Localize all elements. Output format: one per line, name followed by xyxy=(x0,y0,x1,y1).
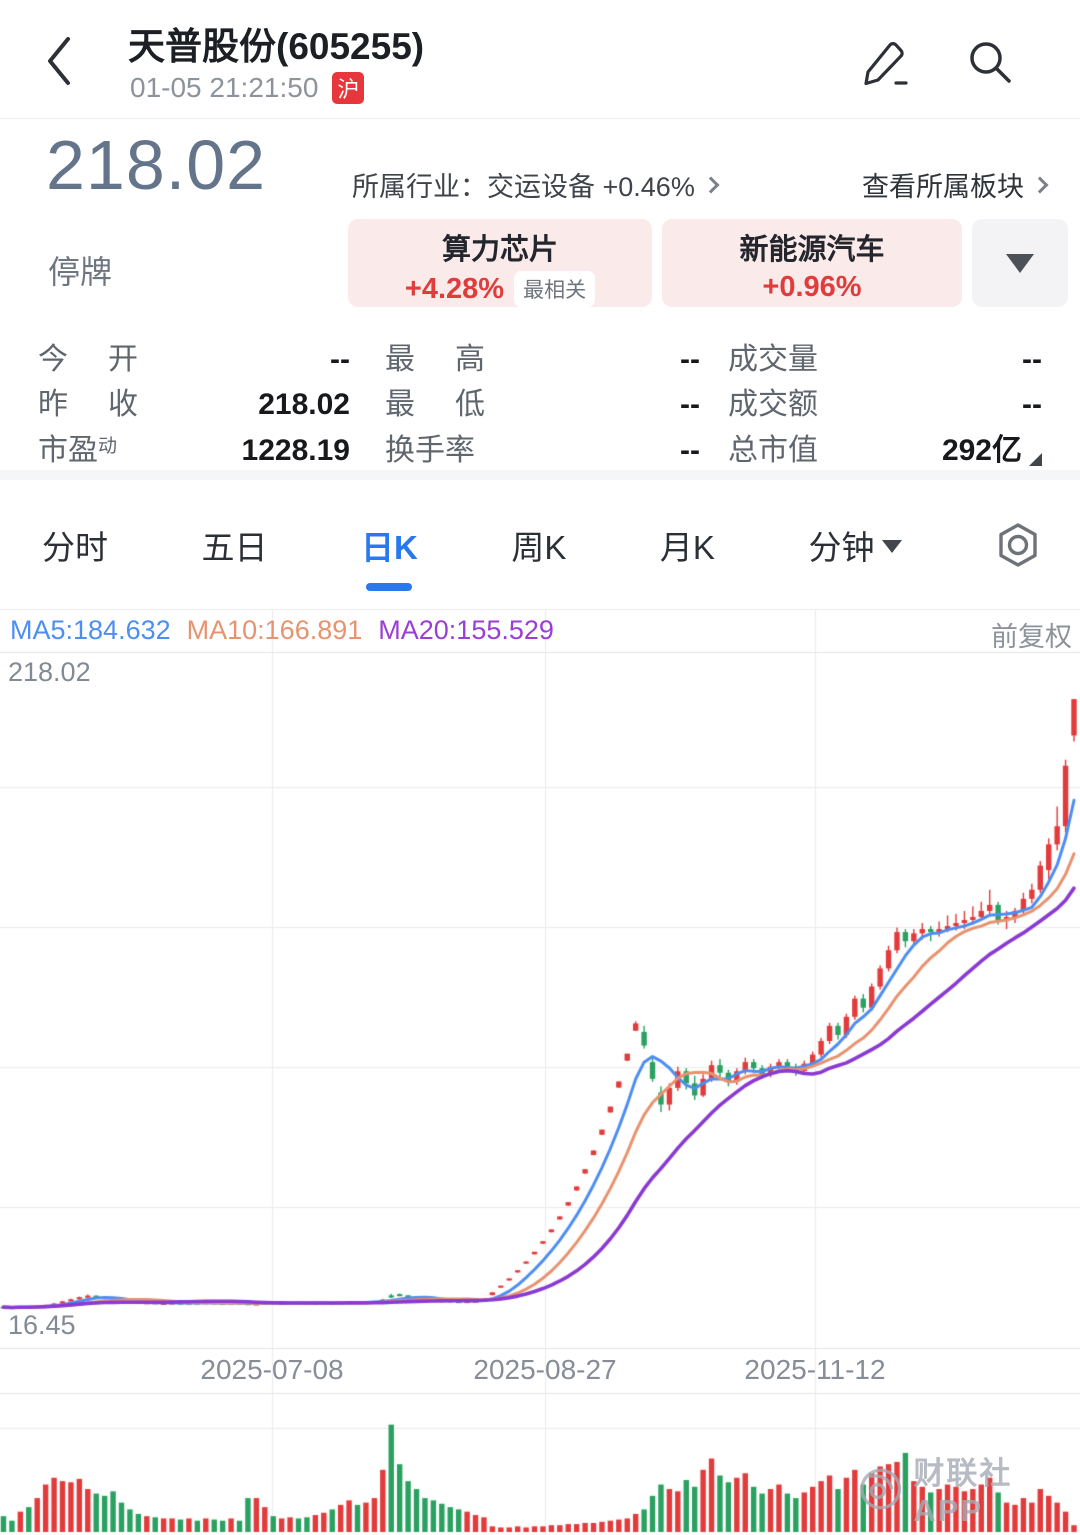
x-axis-date: 2025-11-12 xyxy=(744,1354,886,1385)
industry-value: 交运设备 +0.46% xyxy=(487,172,695,202)
stat-value: -- xyxy=(680,433,700,467)
stat-label: 成交额 xyxy=(728,388,818,422)
stat-label: 最高 xyxy=(385,342,485,376)
candlestick-canvas[interactable] xyxy=(0,610,1080,1535)
stat-value: -- xyxy=(1022,388,1042,422)
trading-status: 停牌 xyxy=(48,254,113,290)
sector-change: +4.28% xyxy=(404,272,505,305)
stat-label: 最低 xyxy=(385,388,485,422)
kline-chart-section: MA5:184.632 MA10:166.891 MA20:155.529 前复… xyxy=(0,610,1080,1535)
stat-value: -- xyxy=(680,388,700,422)
stat-label: 换手率 xyxy=(385,433,475,467)
period-tabs: 分时 五日 日K 周K 月K 分钟 xyxy=(0,480,1080,610)
y-axis-min-label: 16.45 xyxy=(8,1310,76,1340)
stats-grid: 今开 -- 最高 -- 成交量 -- 昨收 218.02 最低 -- 成交额 -- 市盈动 1… xyxy=(0,330,1080,470)
sector-tags: 算力芯片 +4.28% 最相关 新能源汽车 +0.96% xyxy=(348,219,1068,307)
section-divider xyxy=(0,470,1080,480)
stat-value: -- xyxy=(680,342,700,376)
stat-value: 1228.19 xyxy=(241,433,350,467)
tab-monthly-k[interactable]: 月K xyxy=(659,528,715,566)
chart-settings-icon[interactable] xyxy=(996,521,1040,569)
ma-indicator-row: MA5:184.632 MA10:166.891 MA20:155.529 xyxy=(10,615,554,646)
stat-label-pe: 市盈动 xyxy=(38,433,118,467)
y-axis-max-label: 218.02 xyxy=(8,657,91,687)
tab-daily-k[interactable]: 日K xyxy=(361,521,418,569)
expand-sectors-button[interactable] xyxy=(972,219,1068,307)
stat-label: 今开 xyxy=(38,342,138,376)
ma5-label: MA5:184.632 xyxy=(10,615,171,645)
search-icon[interactable] xyxy=(962,34,1018,90)
x-axis-date: 2025-07-08 xyxy=(200,1354,344,1385)
stock-title: 天普股份(605255) xyxy=(128,26,425,67)
sector-tag-computing-chip[interactable]: 算力芯片 +4.28% 最相关 xyxy=(348,219,652,307)
triangle-down-icon xyxy=(1006,253,1034,273)
stat-value: -- xyxy=(1022,342,1042,376)
chevron-right-icon xyxy=(702,176,720,193)
ma10-label: MA10:166.891 xyxy=(186,615,363,645)
chevron-right-icon xyxy=(1031,176,1049,193)
x-axis-date: 2025-08-27 xyxy=(473,1354,617,1385)
sector-change: +0.96% xyxy=(762,271,862,303)
exchange-badge: 沪 xyxy=(332,72,365,104)
dropdown-arrow-icon xyxy=(882,540,903,553)
tab-five-day[interactable]: 五日 xyxy=(201,528,268,566)
view-sector-link[interactable]: 查看所属板块 xyxy=(862,165,1049,204)
last-price: 218.02 xyxy=(46,126,267,204)
edit-icon[interactable] xyxy=(856,34,912,90)
tab-minutes-dropdown[interactable]: 分钟 xyxy=(808,521,903,569)
tab-weekly-k[interactable]: 周K xyxy=(511,528,567,566)
adjust-mode-label[interactable]: 前复权 xyxy=(991,622,1072,652)
app-header: 天普股份(605255) 01-05 21:21:50 沪 xyxy=(0,0,1080,119)
stat-label: 成交量 xyxy=(728,342,818,376)
industry-label: 所属行业： xyxy=(352,172,487,202)
quote-timestamp: 01-05 21:21:50 xyxy=(130,72,319,103)
ma20-label: MA20:155.529 xyxy=(378,615,554,645)
quote-panel: 218.02 停牌 所属行业： 交运设备 +0.46% 查看所属板块 算力芯片 … xyxy=(0,119,1080,330)
expand-corner-icon xyxy=(1029,452,1042,466)
stat-label: 总市值 xyxy=(728,433,818,467)
most-related-badge: 最相关 xyxy=(514,271,596,307)
stat-value-marketcap[interactable]: 292亿 xyxy=(942,425,1042,469)
pe-dynamic-sup: 动 xyxy=(98,435,118,457)
stat-value: 218.02 xyxy=(258,388,350,422)
stat-label: 昨收 xyxy=(38,388,138,422)
tab-minute-line[interactable]: 分时 xyxy=(42,528,108,566)
stat-value: -- xyxy=(330,342,350,376)
back-icon[interactable] xyxy=(44,34,74,88)
industry-link[interactable]: 所属行业： 交运设备 +0.46% xyxy=(352,165,720,204)
sector-tag-nev[interactable]: 新能源汽车 +0.96% xyxy=(662,219,962,307)
